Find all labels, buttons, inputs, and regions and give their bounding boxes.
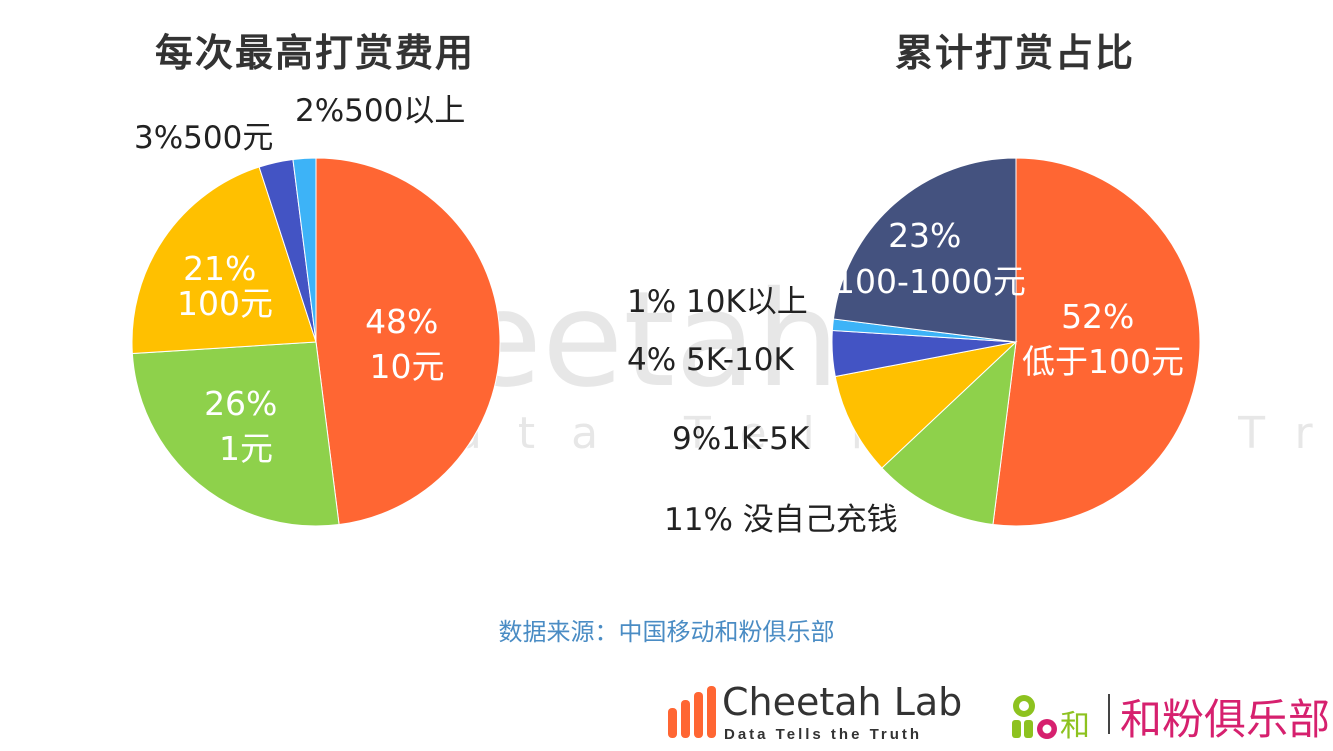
- cheetah-lab-name: Cheetah Lab: [722, 680, 963, 724]
- label-right-100-1000: 23% 100-1000元: [834, 216, 1026, 301]
- chart-title-left: 每次最高打赏费用: [154, 31, 475, 75]
- cheetah-lab-tagline: Data Tells the Truth: [724, 726, 923, 743]
- brand-divider: [1108, 694, 1110, 734]
- pie-slice-right-0: [992, 157, 1201, 527]
- label-right-10k-plus: 1% 10K以上: [627, 284, 808, 320]
- chart-title-right: 累计打赏占比: [894, 31, 1135, 75]
- cheetah-logo-icon: [668, 686, 716, 738]
- label-left-100yuan: 21% 100元: [177, 249, 273, 323]
- label-right-below100: 52% 低于100元: [1022, 297, 1184, 381]
- hefen-logo-icon: 和: [1012, 695, 1090, 740]
- label-left-100yuan-line1: 21%: [183, 249, 256, 288]
- pie-slice-left-1: [131, 341, 340, 527]
- label-right-1k-5k: 9%1K-5K: [672, 421, 810, 457]
- data-source: 数据来源：中国移动和粉俱乐部: [498, 618, 835, 646]
- label-left-500yuan: 3%500元: [134, 120, 273, 156]
- label-right-5k-10k: 4% 5K-10K: [627, 342, 794, 378]
- label-left-1yuan-line2: 1元: [219, 429, 273, 468]
- label-left-1yuan: 26% 1元: [204, 384, 288, 468]
- label-left-10yuan-line2: 10元: [370, 347, 445, 386]
- pie-slice-right-5: [832, 157, 1017, 343]
- cheetah-lab-brand: Cheetah Lab Data Tells the Truth: [666, 680, 962, 747]
- label-left-100yuan-line2: 100元: [177, 284, 273, 323]
- pie-slice-left-4: [292, 157, 317, 343]
- label-right-100-1000-line2: 100-1000元: [834, 262, 1026, 301]
- pie-chart-left: [131, 157, 501, 527]
- hefen-logo-char: 和: [1060, 709, 1090, 740]
- label-left-500plus: 2%500以上: [295, 93, 465, 129]
- label-left-10yuan: 48% 10元: [365, 302, 449, 386]
- pie-chart-right: [831, 157, 1201, 527]
- label-right-100-1000-line1: 23%: [888, 216, 961, 255]
- label-right-below100-line1: 52%: [1061, 297, 1134, 336]
- hefen-club-name: 和粉俱乐部: [1120, 695, 1331, 744]
- pie-slice-right-2: [834, 341, 1018, 469]
- pie-slice-right-1: [881, 340, 1017, 526]
- label-left-10yuan-line1: 48%: [365, 302, 438, 341]
- pie-slice-left-0: [315, 157, 501, 526]
- pie-slice-left-2: [131, 166, 317, 355]
- label-right-no-recharge: 11% 没自己充钱: [664, 502, 898, 538]
- label-right-below100-line2: 低于100元: [1022, 342, 1184, 381]
- label-left-1yuan-line1: 26%: [204, 384, 277, 423]
